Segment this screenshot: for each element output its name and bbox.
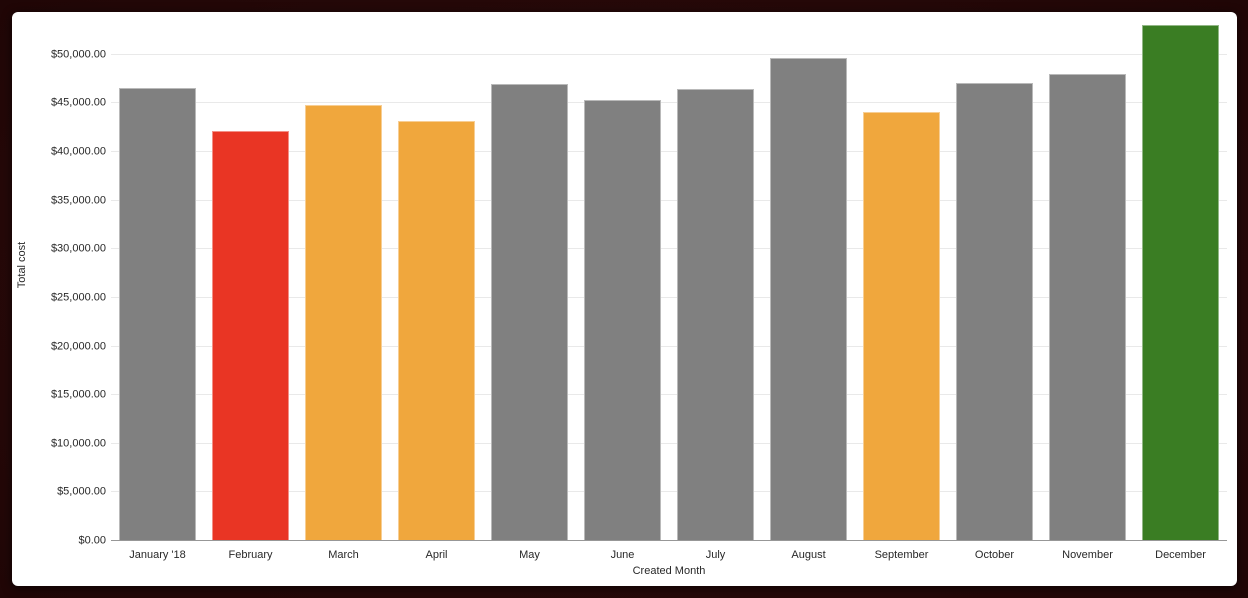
bar-march[interactable]	[305, 105, 382, 541]
y-tick-label-45000: $45,000.00	[50, 96, 106, 109]
gridline-50000	[111, 53, 1227, 55]
plot-area	[111, 12, 1227, 541]
gridline-10000	[111, 442, 1227, 444]
gridline-35000	[111, 199, 1227, 201]
y-tick-label-35000: $35,000.00	[50, 194, 106, 207]
gridline-20000	[111, 345, 1227, 347]
bar-band-july	[669, 12, 762, 541]
x-tick-label-august: August	[791, 549, 826, 561]
bar-band-april	[390, 12, 483, 541]
bar-band-november	[1041, 12, 1134, 541]
y-tick-label-50000: $50,000.00	[50, 48, 106, 61]
x-tick-label-november: November	[1062, 549, 1113, 561]
bar-band-september	[855, 12, 948, 541]
x-tick-label-february: February	[228, 549, 273, 561]
gridline-25000	[111, 296, 1227, 298]
bar-band-march	[297, 12, 390, 541]
bar-june[interactable]	[584, 100, 661, 541]
bar-series	[111, 12, 1227, 541]
x-tick-label-october: October	[974, 549, 1015, 561]
gridline-40000	[111, 151, 1227, 153]
bar-october[interactable]	[956, 83, 1033, 541]
x-tick-label-may: May	[519, 549, 540, 561]
bar-february[interactable]	[212, 131, 289, 541]
bar-november[interactable]	[1049, 73, 1126, 541]
x-tick-label-april: April	[425, 549, 448, 561]
gridline-45000	[111, 102, 1227, 104]
bar-band-may	[483, 12, 576, 541]
x-tick-label-december: December	[1155, 549, 1206, 561]
y-tick-label-40000: $40,000.00	[50, 145, 106, 158]
bar-september[interactable]	[863, 112, 940, 541]
y-tick-label-5000: $5,000.00	[57, 485, 106, 498]
gridline-30000	[111, 248, 1227, 250]
bar-band-august	[762, 12, 855, 541]
x-tick-label-july: July	[705, 549, 726, 561]
y-tick-label-25000: $25,000.00	[50, 291, 106, 304]
bar-july[interactable]	[677, 89, 754, 541]
x-tick-label-june: June	[610, 549, 635, 561]
x-tick-label-january-18: January '18	[129, 549, 186, 561]
bar-august[interactable]	[770, 57, 847, 541]
bar-band-february	[204, 12, 297, 541]
bar-april[interactable]	[398, 121, 475, 541]
y-axis-labels: $0.00 $5,000.00 $10,000.00 $15,000.00 $20,00…	[12, 12, 106, 546]
y-tick-label-30000: $30,000.00	[50, 242, 106, 255]
bar-january-18[interactable]	[119, 87, 196, 541]
gridline-15000	[111, 394, 1227, 396]
x-axis-title: Created Month	[632, 565, 706, 577]
x-axis-labels: January '18 February March April May June July…	[111, 542, 1227, 561]
bar-december[interactable]	[1142, 25, 1219, 541]
y-tick-label-10000: $10,000.00	[50, 437, 106, 450]
bar-band-october	[948, 12, 1041, 541]
bar-band-june	[576, 12, 669, 541]
x-tick-label-march: March	[328, 549, 359, 561]
gridline-5000	[111, 491, 1227, 493]
bar-band-january-18	[111, 12, 204, 541]
bar-may[interactable]	[491, 83, 568, 541]
y-tick-label-0: $0.00	[78, 534, 106, 547]
y-tick-label-15000: $15,000.00	[50, 388, 106, 401]
y-tick-label-20000: $20,000.00	[50, 340, 106, 353]
chart-card: Total cost $0.00 $5,000.00 $10,000.00 $15,0…	[12, 12, 1237, 586]
x-axis-line	[111, 540, 1227, 541]
bar-band-december	[1134, 12, 1227, 541]
x-tick-label-september: September	[874, 549, 929, 561]
